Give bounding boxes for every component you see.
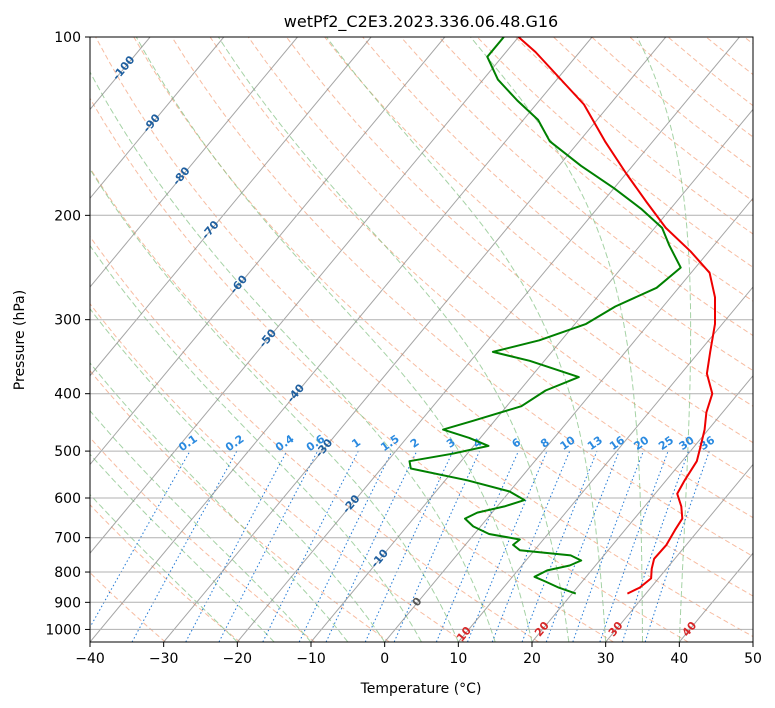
y-tick-label: 700	[54, 531, 81, 547]
moist-adiabat-line	[217, 37, 570, 642]
mixing-ratio-line	[644, 450, 710, 642]
temperature-profile-line	[517, 37, 716, 595]
isotherm-line	[236, 37, 740, 642]
isotherm-line	[531, 374, 753, 642]
isotherm-line	[90, 37, 593, 642]
dry-adiabat-line	[90, 303, 465, 642]
x-tick-label: 50	[744, 651, 762, 667]
y-tick-label: 200	[54, 208, 81, 224]
plot-area: 0.1 0.2 0.4 0.6 1 1.5 2 3 4 6 8 10 13 16 20 25 30 36-100-…	[90, 37, 753, 642]
isotherm-line	[90, 37, 298, 288]
y-tick-label: 600	[54, 491, 81, 507]
y-tick-label: 1000	[45, 622, 81, 638]
x-tick-label: 0	[380, 651, 389, 667]
moist-adiabat-line	[90, 70, 496, 642]
moist-adiabat-line	[90, 168, 459, 642]
mixing-ratio-line	[393, 450, 481, 642]
dry-adiabat-line	[90, 97, 689, 642]
mixing-ratio-line	[545, 450, 620, 642]
dry-adiabat-line	[95, 37, 753, 638]
dewpoint-profile-line	[408, 37, 682, 595]
dry-adiabat-line	[90, 504, 241, 642]
plot-frame	[89, 36, 754, 643]
isobar-gridlines	[90, 37, 753, 630]
moist-adiabat-line	[90, 453, 275, 642]
mixing-ratio-line	[90, 450, 191, 629]
y-axis-title: Pressure (hPa)	[12, 290, 28, 390]
y-axis: 100 200 300 400 500 600 700 800 900 1000	[45, 30, 90, 638]
x-tick-label: 40	[670, 651, 688, 667]
mixing-ratio-line	[435, 450, 519, 642]
isotherm-line	[605, 463, 753, 642]
dry-adiabat-line	[90, 436, 316, 642]
moist-adiabat-line	[636, 37, 692, 642]
x-tick-label: −10	[296, 651, 326, 667]
profile-series	[408, 37, 716, 595]
x-tick-label: 20	[523, 651, 541, 667]
dry-adiabat-line	[90, 235, 540, 642]
moist-adiabat-line	[90, 244, 422, 642]
dry-adiabat-line	[247, 37, 753, 481]
y-tick-label: 100	[54, 30, 81, 46]
y-tick-label: 500	[54, 444, 81, 460]
isotherm-line	[163, 37, 667, 642]
dry-adiabat-line	[209, 37, 753, 519]
isotherm-line	[90, 37, 519, 554]
x-tick-label: 30	[597, 651, 615, 667]
y-tick-label: 400	[54, 387, 81, 403]
x-axis: −40 −30 −20 −10 0 10 20 30 40 50	[75, 642, 762, 667]
isotherm-line	[90, 37, 446, 466]
isotherm-line	[90, 37, 372, 377]
y-tick-label: 800	[54, 565, 81, 581]
y-tick-label: 300	[54, 313, 81, 329]
dry-adiabat-line	[90, 167, 614, 642]
mixing-ratio-line	[521, 450, 598, 642]
moist-adiabat-line	[470, 37, 643, 642]
mixing-ratio-line	[262, 450, 359, 642]
mixing-ratio-line	[599, 450, 669, 642]
dry-adiabat-line	[400, 37, 753, 337]
isotherm-line	[90, 37, 225, 200]
isotherm-line	[384, 197, 753, 642]
moist-adiabat-line	[135, 37, 533, 642]
isotherms	[90, 37, 753, 642]
x-axis-title: Temperature (°C)	[360, 681, 482, 697]
y-tick-label: 900	[54, 595, 81, 611]
isotherm-line	[310, 108, 753, 642]
x-tick-label: −30	[149, 651, 179, 667]
mixing-ratio-line	[621, 450, 690, 642]
mixing-ratio-lines	[90, 450, 710, 642]
x-tick-label: 10	[449, 651, 467, 667]
mixing-ratio-line	[467, 450, 548, 642]
mixing-ratio-line	[185, 450, 288, 642]
chart-title: wetPf2_C2E3.2023.336.06.48.G16	[284, 12, 558, 32]
x-tick-label: −40	[75, 651, 105, 667]
dry-adiabat-line	[286, 37, 753, 444]
isotherm-line	[457, 286, 753, 642]
moist-adiabat-line	[90, 362, 349, 642]
moist-adiabat-line	[326, 37, 607, 642]
dry-adiabat-line	[362, 37, 753, 372]
mixing-ratio-line	[572, 450, 644, 642]
dry-adiabats	[90, 37, 753, 642]
x-tick-label: −20	[223, 651, 253, 667]
